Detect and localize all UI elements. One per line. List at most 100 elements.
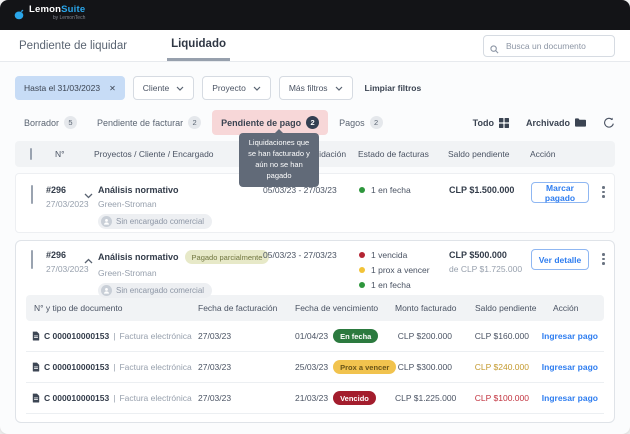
- vencido-badge: Vencido: [333, 391, 376, 405]
- saldo-pendiente: CLP $160.000: [474, 331, 529, 341]
- manager-chip: Sin encargado comercial: [98, 283, 213, 298]
- document-type: Factura electrónica: [119, 393, 192, 403]
- separator: |: [113, 331, 116, 341]
- count-badge: 2: [188, 116, 202, 129]
- liquidation-id: #296: [46, 250, 67, 260]
- count-badge: 2: [306, 116, 320, 129]
- document-number: C 000010000153: [44, 331, 110, 341]
- logo-wordmark: LemonSuite: [29, 4, 86, 15]
- liquidation-date: 27/03/2023: [46, 199, 89, 209]
- proyecto-filter-label: Proyecto: [212, 83, 246, 93]
- cliente-filter-dropdown[interactable]: Cliente: [132, 76, 195, 100]
- liquidation-id: #296: [46, 185, 67, 195]
- red-status-dot: [359, 252, 365, 258]
- status-tab-pendiente-de-pago[interactable]: Pendiente de pago 2: [212, 110, 329, 135]
- header-accion: Acción: [553, 303, 579, 313]
- limpiar-filtros-link[interactable]: Limpiar filtros: [364, 83, 422, 93]
- saldo-pendiente: CLP $1.500.000: [449, 185, 515, 195]
- status-tab-pendiente-de-facturar[interactable]: Pendiente de facturar 2: [88, 110, 210, 135]
- refresh-icon[interactable]: [603, 117, 615, 129]
- invoice-row: C 000010000153 | Factura electrónica 27/…: [26, 321, 604, 352]
- fecha-vencimiento: 21/03/23: [295, 393, 329, 403]
- saldo-pendiente: CLP $100.000: [474, 393, 529, 403]
- row-checkbox[interactable]: [31, 185, 33, 204]
- saldo-pendiente: CLP $500.000: [449, 250, 507, 260]
- status-tab-borrador[interactable]: Borrador 5: [15, 110, 86, 135]
- todo-view-button[interactable]: Todo: [472, 117, 509, 128]
- header-saldo: Saldo pendiente: [448, 149, 510, 159]
- close-icon[interactable]: ✕: [109, 83, 116, 93]
- mas-filtros-dropdown[interactable]: Más filtros: [278, 76, 353, 100]
- saldo-total: de CLP $1.725.000: [449, 264, 523, 274]
- status-tab-label: Pendiente de facturar: [97, 117, 184, 128]
- person-icon: [101, 285, 112, 296]
- en-fecha-badge: En fecha: [333, 329, 379, 343]
- invoice-status: 1 prox a vencer: [359, 265, 449, 275]
- invoice-row: C 000010000153 | Factura electrónica 27/…: [26, 383, 604, 414]
- cliente-filter-label: Cliente: [142, 83, 170, 93]
- count-badge: 5: [64, 116, 78, 129]
- green-status-dot: [359, 187, 365, 193]
- manager-label: Sin encargado comercial: [116, 217, 205, 226]
- fecha-vencimiento: 01/04/23: [295, 331, 329, 341]
- ingresar-pago-link[interactable]: Ingresar pago: [541, 362, 598, 372]
- liquidation-period: 05/03/23 - 27/03/23: [263, 250, 337, 260]
- document-type: Factura electrónica: [119, 331, 192, 341]
- lemon-icon: [14, 7, 25, 25]
- monto-facturado: CLP $200.000: [397, 331, 452, 341]
- chevron-down-icon: [176, 86, 184, 91]
- kebab-menu-icon[interactable]: [589, 241, 614, 267]
- client-name: Green-Stroman: [98, 268, 157, 278]
- pagado-parcialmente-badge: Pagado parcialmente: [184, 250, 270, 264]
- client-name: Green-Stroman: [98, 199, 157, 209]
- search-icon: [490, 41, 499, 59]
- header-fact: Fecha de facturación: [198, 303, 278, 313]
- logo-byline: by LemonTech: [52, 15, 86, 21]
- fecha-facturacion: 27/03/23: [198, 362, 232, 372]
- saldo-pendiente: CLP $240.000: [474, 362, 529, 372]
- collapse-chevron-up-icon[interactable]: [84, 241, 98, 269]
- monto-facturado: CLP $1.225.000: [395, 393, 457, 403]
- search-input[interactable]: [483, 35, 615, 57]
- header-proyectos: Proyectos / Cliente / Encargado: [94, 149, 214, 159]
- tab-liquidado[interactable]: Liquidado: [167, 30, 230, 61]
- liquidation-row[interactable]: #296 27/03/2023 Análisis normativo Pagad…: [16, 241, 614, 298]
- status-tab-label: Borrador: [24, 117, 60, 128]
- monto-facturado: CLP $300.000: [397, 362, 452, 372]
- document-icon: [32, 362, 40, 372]
- date-filter-chip[interactable]: Hasta el 31/03/2023 ✕: [15, 76, 125, 100]
- select-all-checkbox[interactable]: [30, 148, 32, 160]
- tab-pendiente-de-liquidar[interactable]: Pendiente de liquidar: [19, 39, 128, 52]
- todo-label: Todo: [472, 117, 494, 128]
- header-num: N°: [55, 149, 65, 159]
- chevron-down-icon: [253, 86, 261, 91]
- green-status-dot: [359, 282, 365, 288]
- row-checkbox[interactable]: [31, 250, 33, 269]
- status-tab-pagos[interactable]: Pagos 2: [330, 110, 392, 135]
- ingresar-pago-link[interactable]: Ingresar pago: [541, 393, 598, 403]
- mas-filtros-label: Más filtros: [288, 83, 328, 93]
- expand-chevron-down-icon[interactable]: [84, 174, 98, 204]
- lemonsuite-logo: LemonSuite by LemonTech: [14, 5, 85, 25]
- project-name: Análisis normativo Pagado parcialmente: [98, 250, 270, 264]
- marcar-pagado-button[interactable]: Marcar pagado: [531, 182, 589, 203]
- ver-detalle-button[interactable]: Ver detalle: [531, 249, 589, 270]
- manager-chip: Sin encargado comercial: [98, 214, 213, 229]
- yellow-status-dot: [359, 267, 365, 273]
- nav-tabbar: Pendiente de liquidar Liquidado: [0, 30, 630, 62]
- header-doc: N° y tipo de documento: [34, 303, 123, 313]
- ingresar-pago-link[interactable]: Ingresar pago: [541, 331, 598, 341]
- folder-icon: [575, 118, 586, 127]
- header-estado: Estado de facturas: [358, 149, 429, 159]
- invoice-status: 1 vencida: [359, 250, 449, 260]
- fecha-vencimiento: 25/03/23: [295, 362, 329, 372]
- archivado-view-button[interactable]: Archivado: [526, 118, 586, 128]
- proyecto-filter-dropdown[interactable]: Proyecto: [202, 76, 271, 100]
- liquidation-date: 27/03/2023: [46, 264, 89, 274]
- chevron-down-icon: [335, 86, 342, 91]
- kebab-menu-icon[interactable]: [589, 174, 616, 200]
- invoice-status: 1 en fecha: [359, 280, 449, 290]
- separator: |: [113, 362, 116, 372]
- manager-label: Sin encargado comercial: [116, 286, 205, 295]
